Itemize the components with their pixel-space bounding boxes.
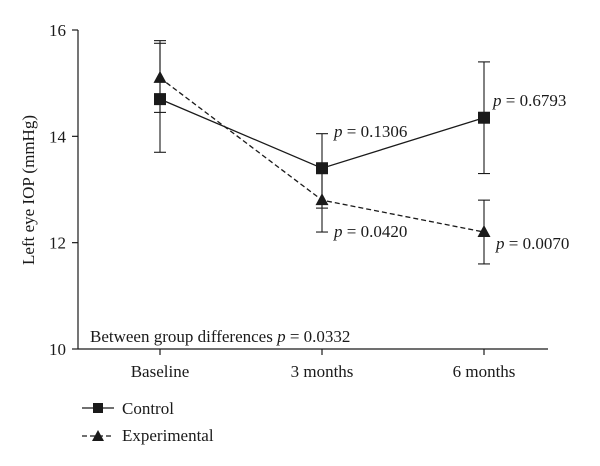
legend-swatch-experimental-marker [92, 430, 104, 441]
series-layer [153, 40, 491, 265]
y-tick-label: 16 [49, 21, 66, 40]
annotation-p-label: p [333, 222, 343, 241]
legend-label-control: Control [122, 399, 174, 418]
data-point-triangle [315, 193, 329, 206]
legend-label-experimental: Experimental [122, 426, 214, 445]
group-note-prefix: Between group differences [90, 327, 277, 346]
y-tick-label: 12 [49, 234, 66, 253]
data-point-square [478, 111, 490, 124]
y-ticks: 10 12 14 16 [49, 21, 78, 359]
series-experimental [153, 40, 491, 265]
legend-item-control: Control [82, 399, 174, 418]
group-difference-note: Between group differences p = 0.0332 [90, 327, 350, 346]
legend-item-experimental: Experimental [82, 426, 214, 445]
annotation-p-label: p [333, 122, 343, 141]
x-tick-label: 3 months [291, 362, 354, 381]
annotation-value: = 0.0420 [343, 222, 408, 241]
y-tick-label: 10 [49, 340, 66, 359]
annotation-control-6m: p = 0.6793 [492, 91, 566, 110]
annotation-experimental-6m: p = 0.0070 [495, 234, 569, 253]
annotation-p-label: p [492, 91, 502, 110]
annotation-p-label: p [495, 234, 505, 253]
x-ticks: Baseline 3 months 6 months [131, 349, 516, 381]
group-note-p-label: p [276, 327, 286, 346]
legend: Control Experimental [82, 399, 214, 445]
data-point-triangle [153, 70, 167, 83]
annotation-experimental-3m: p = 0.0420 [333, 222, 407, 241]
annotation-value: = 0.0070 [505, 234, 570, 253]
x-tick-label: Baseline [131, 362, 190, 381]
y-axis-label: Left eye IOP (mmHg) [19, 115, 38, 265]
data-point-triangle [477, 225, 491, 238]
x-tick-label: 6 months [453, 362, 516, 381]
annotation-control-3m: p = 0.1306 [333, 122, 407, 141]
group-note-value: = 0.0332 [286, 327, 351, 346]
y-tick-label: 14 [49, 127, 67, 146]
annotation-value: = 0.1306 [343, 122, 408, 141]
legend-swatch-control-marker [93, 403, 103, 413]
annotation-value: = 0.6793 [502, 91, 567, 110]
